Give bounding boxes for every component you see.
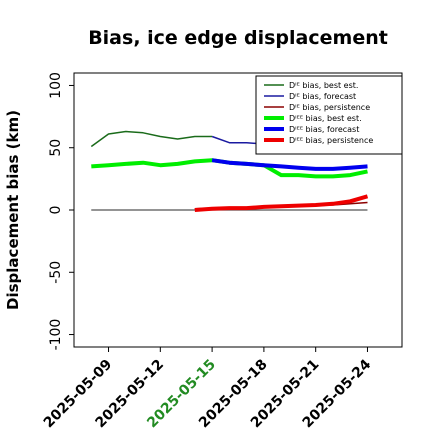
- y-tick-label: 0: [48, 206, 64, 215]
- legend-label-2: Dᴵᴱ bias, forecast: [289, 92, 356, 101]
- series-line-1: [90, 130, 213, 148]
- series-layer: [90, 130, 369, 212]
- y-tick-label: 100: [48, 72, 64, 99]
- legend-label-6: Dᴵᴱᴱ bias, persistence: [289, 136, 373, 145]
- legend-label-4: Dᴵᴱᴱ bias, best est.: [289, 114, 362, 123]
- chart-title: Bias, ice edge displacement: [88, 27, 388, 49]
- y-axis-label: Displacement bias (km): [4, 110, 22, 310]
- y-tick-label: -50: [48, 261, 64, 284]
- legend-label-3: Dᴵᴱ bias, persistence: [289, 103, 370, 112]
- y-tick-label: -100: [48, 319, 64, 351]
- legend-label-5: Dᴵᴱᴱ bias, forecast: [289, 125, 359, 134]
- legend: Dᴵᴱ bias, best est. Dᴵᴱ bias, forecast Dᴵᴱ…: [255, 75, 403, 155]
- legend-label-1: Dᴵᴱ bias, best est.: [289, 81, 358, 90]
- series-line-5: [211, 158, 368, 171]
- y-axis: 100 50 0 -50 -100: [48, 72, 74, 350]
- y-tick-label: 50: [48, 139, 64, 157]
- series-line-6: [194, 194, 369, 212]
- x-axis: 2025-05-092025-05-122025-05-152025-05-18…: [41, 347, 374, 431]
